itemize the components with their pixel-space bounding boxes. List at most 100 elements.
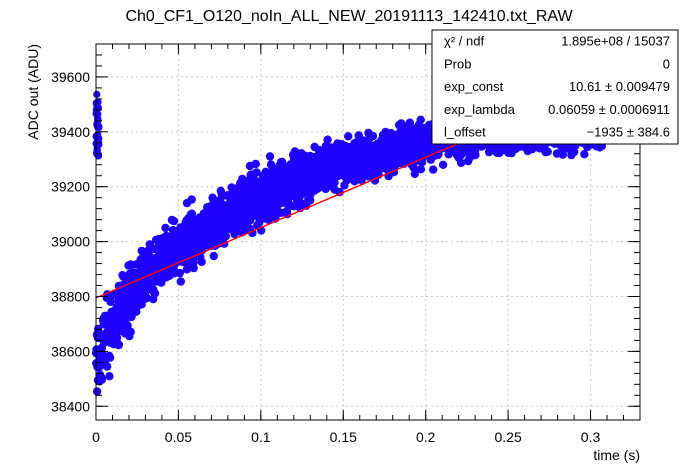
data-point <box>181 242 190 251</box>
data-point <box>93 147 101 155</box>
data-point <box>93 362 102 372</box>
data-point <box>93 90 101 98</box>
x-axis-label: time (s) <box>593 447 640 463</box>
data-point <box>258 176 268 186</box>
x-tick-label: 0.05 <box>165 429 192 445</box>
data-point <box>418 124 427 134</box>
data-point <box>315 146 324 155</box>
data-point <box>293 200 303 209</box>
data-point <box>320 173 329 182</box>
data-point <box>428 148 437 157</box>
data-point <box>260 203 270 213</box>
data-point <box>558 150 567 159</box>
data-point <box>580 150 589 159</box>
data-point <box>355 149 364 158</box>
data-point <box>93 376 103 385</box>
data-point <box>242 195 252 204</box>
data-point <box>271 200 280 210</box>
data-point <box>333 139 342 148</box>
data-point <box>387 147 396 157</box>
data-point <box>230 229 239 239</box>
chart-title: Ch0_CF1_O120_noIn_ALL_NEW_20191113_14241… <box>125 8 573 25</box>
data-point <box>125 306 134 315</box>
data-point <box>243 205 253 215</box>
data-point <box>240 221 249 230</box>
data-point <box>251 159 260 169</box>
data-point <box>93 109 101 117</box>
data-point <box>381 163 390 172</box>
stats-row-value: −1935 ± 384.6 <box>587 125 670 140</box>
data-point <box>136 255 145 264</box>
y-tick-label: 39000 <box>51 234 90 250</box>
data-point <box>186 210 195 219</box>
data-point <box>114 281 124 291</box>
data-point <box>330 185 339 194</box>
data-point <box>149 295 158 304</box>
data-point <box>543 147 552 156</box>
data-point <box>105 372 114 381</box>
data-point <box>120 292 130 301</box>
data-point <box>250 198 259 208</box>
data-point <box>300 151 309 160</box>
data-point <box>226 195 235 205</box>
data-point <box>137 246 146 256</box>
y-tick-label: 39200 <box>51 179 90 195</box>
data-point <box>132 268 141 278</box>
data-point <box>370 157 379 166</box>
data-point <box>335 157 344 167</box>
data-point <box>157 278 166 287</box>
data-point <box>270 194 279 204</box>
data-point <box>288 150 298 159</box>
data-point <box>114 340 123 350</box>
data-point <box>181 218 190 227</box>
data-point <box>334 150 343 160</box>
data-point <box>210 223 219 233</box>
data-point <box>282 187 292 196</box>
data-point <box>326 143 336 152</box>
data-point <box>281 199 291 208</box>
data-point <box>277 157 287 167</box>
data-point <box>438 160 448 169</box>
y-tick-label: 39600 <box>51 69 90 85</box>
data-point <box>169 265 178 275</box>
stats-row-value: 10.61 ± 0.009479 <box>569 79 670 94</box>
data-point <box>247 180 256 189</box>
x-tick-label: 0.3 <box>581 429 601 445</box>
data-point <box>362 147 371 156</box>
data-point <box>416 115 425 125</box>
data-point <box>209 251 218 261</box>
data-point <box>271 170 280 179</box>
data-point <box>149 285 158 294</box>
x-tick-label: 0.15 <box>330 429 357 445</box>
stats-row-label: exp_const <box>444 79 504 94</box>
y-tick-label: 39400 <box>51 124 90 140</box>
data-point <box>94 330 104 340</box>
data-point <box>92 387 102 396</box>
data-point <box>221 232 231 241</box>
data-point <box>286 167 295 177</box>
data-point <box>135 279 144 288</box>
data-point <box>102 362 112 371</box>
data-point <box>416 165 426 174</box>
data-point <box>196 242 206 251</box>
data-point <box>386 128 396 138</box>
data-point <box>171 247 180 257</box>
data-point <box>216 198 225 207</box>
data-point <box>227 214 236 223</box>
data-point <box>429 165 438 174</box>
data-point <box>282 208 291 217</box>
data-point <box>165 271 174 280</box>
data-point <box>341 169 350 179</box>
data-point <box>409 163 418 172</box>
data-point <box>265 186 274 196</box>
y-tick-label: 38800 <box>51 288 90 304</box>
data-point <box>216 186 225 195</box>
data-point <box>176 277 185 286</box>
data-point <box>126 260 135 269</box>
data-point <box>394 120 404 130</box>
data-point <box>106 297 115 307</box>
data-point <box>170 237 179 247</box>
data-point <box>344 132 353 141</box>
data-point <box>137 263 146 272</box>
